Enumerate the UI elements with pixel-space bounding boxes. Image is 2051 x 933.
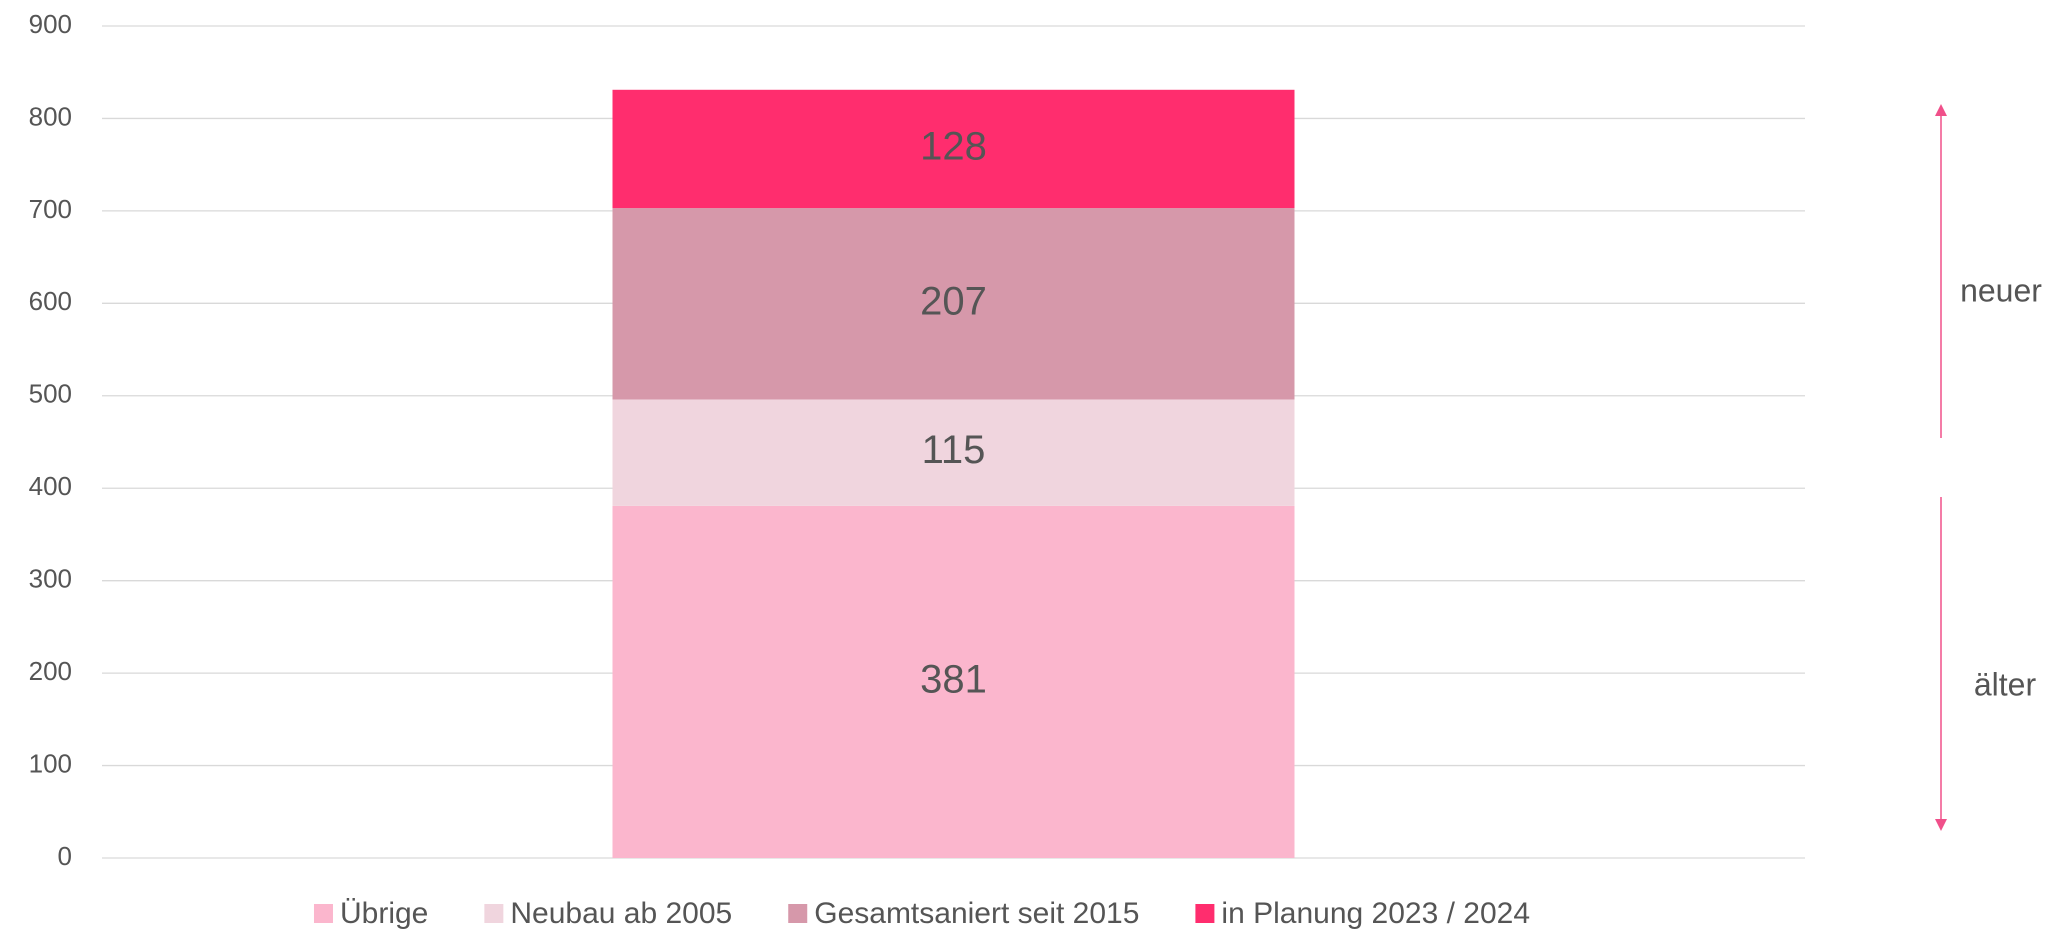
y-tick-label: 100 xyxy=(29,748,72,778)
y-tick-label: 800 xyxy=(29,101,72,131)
bar-segment xyxy=(612,399,1295,506)
y-tick-label: 300 xyxy=(29,564,72,594)
y-tick-label: 500 xyxy=(29,379,72,409)
y-tick-label: 900 xyxy=(29,9,72,39)
y-tick-label: 200 xyxy=(29,656,72,686)
legend-label: in Planung 2023 / 2024 xyxy=(1221,897,1530,930)
legend-label: Neubau ab 2005 xyxy=(510,897,732,930)
y-tick-label: 700 xyxy=(29,194,72,224)
legend-swatch xyxy=(484,904,504,923)
bar-segment xyxy=(612,89,1295,209)
legend-swatch xyxy=(1195,904,1215,923)
legend-swatch xyxy=(313,904,333,923)
legend-label: Gesamtsaniert seit 2015 xyxy=(814,897,1139,930)
data-label: 381 xyxy=(920,657,987,701)
y-tick-label: 600 xyxy=(29,286,72,316)
data-label: 128 xyxy=(920,125,987,169)
data-label: 115 xyxy=(922,428,986,472)
annotation: älter xyxy=(1974,666,2037,702)
legend-label: Übrige xyxy=(340,897,428,930)
legend-swatch xyxy=(788,904,808,923)
annotation: neuer xyxy=(1960,272,2042,308)
y-tick-label: 400 xyxy=(29,471,72,501)
data-label: 207 xyxy=(920,279,987,323)
bar-segment xyxy=(612,208,1295,400)
bar-segment xyxy=(612,505,1295,858)
y-tick-label: 0 xyxy=(58,841,72,871)
